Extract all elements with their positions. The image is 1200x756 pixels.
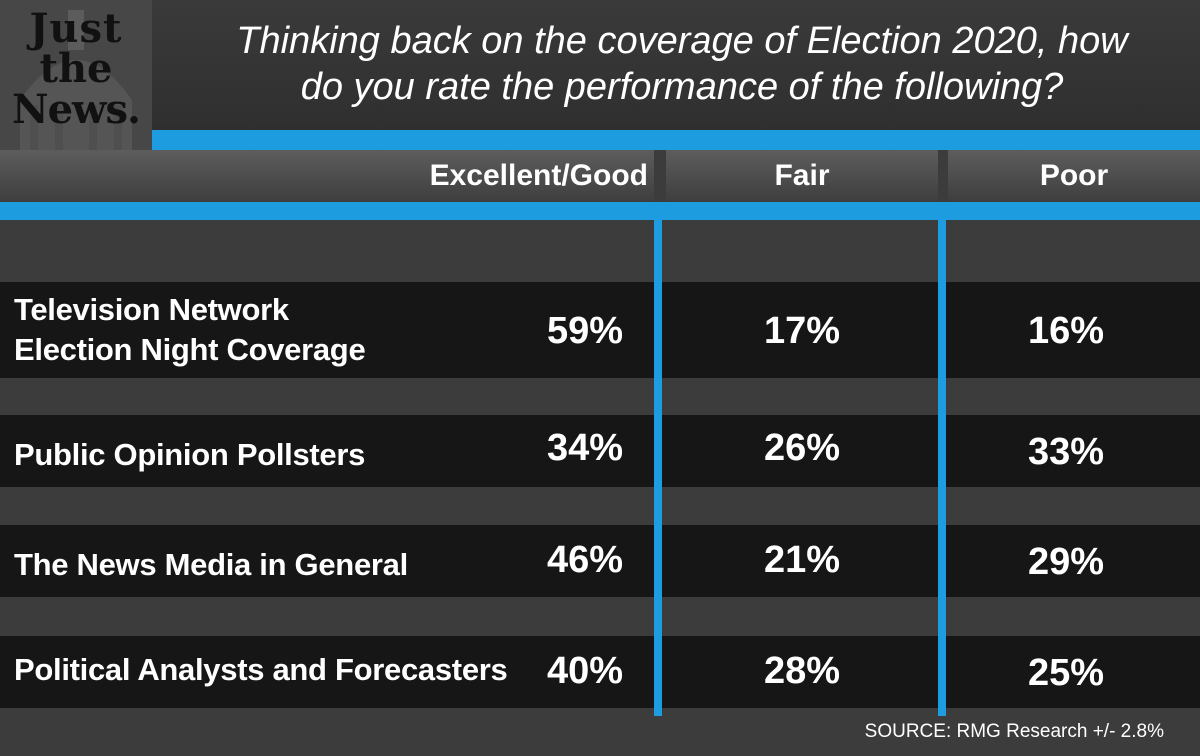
chart-title: Thinking back on the coverage of Electio… xyxy=(182,18,1182,110)
value-poor: 29% xyxy=(1027,541,1105,583)
logo-line-1: Just xyxy=(29,5,123,52)
table-row: Public Opinion Pollsters 34% 26% 33% xyxy=(0,415,1200,487)
source-note: SOURCE: RMG Research +/- 2.8% xyxy=(864,721,1164,742)
value-poor: 16% xyxy=(1027,310,1105,352)
column-divider-1 xyxy=(654,220,662,716)
title-line-2: do you rate the performance of the follo… xyxy=(300,66,1064,108)
row-label-line-2: Election Night Coverage xyxy=(14,332,366,367)
column-header-poor: Poor xyxy=(948,150,1200,202)
accent-bar-middle xyxy=(0,202,1200,220)
value-excellent-good: 46% xyxy=(546,539,624,581)
value-poor: 25% xyxy=(1027,652,1105,694)
logo-line-2: the xyxy=(39,45,113,92)
value-poor: 33% xyxy=(1027,431,1105,473)
value-fair: 26% xyxy=(763,427,841,469)
column-header-excellent-good: Excellent/Good xyxy=(0,150,654,202)
row-label: Television Network Election Night Covera… xyxy=(14,290,366,370)
row-label-line-1: Television Network xyxy=(14,292,289,327)
row-label: The News Media in General xyxy=(14,547,408,582)
title-area: Thinking back on the coverage of Electio… xyxy=(152,0,1200,130)
row-label: Public Opinion Pollsters xyxy=(14,437,366,472)
accent-bar-top xyxy=(152,130,1200,150)
row-label: Political Analysts and Forecasters xyxy=(14,652,508,687)
column-header-row: Excellent/Good Fair Poor xyxy=(0,150,1200,202)
value-excellent-good: 40% xyxy=(546,650,624,692)
logo-line-3: News. xyxy=(12,86,141,133)
just-the-news-logo: Just the News. xyxy=(0,0,152,150)
value-excellent-good: 59% xyxy=(546,310,624,352)
table-row: Political Analysts and Forecasters 40% 2… xyxy=(0,636,1200,708)
value-fair: 28% xyxy=(763,650,841,692)
column-divider-2 xyxy=(938,220,946,716)
table-row: The News Media in General 46% 21% 29% xyxy=(0,525,1200,597)
value-fair: 21% xyxy=(763,539,841,581)
title-line-1: Thinking back on the coverage of Electio… xyxy=(236,20,1128,62)
column-header-fair: Fair xyxy=(666,150,938,202)
value-fair: 17% xyxy=(763,310,841,352)
value-excellent-good: 34% xyxy=(546,427,624,469)
capitol-dome-icon xyxy=(0,0,152,150)
table-row: Television Network Election Night Covera… xyxy=(0,282,1200,378)
